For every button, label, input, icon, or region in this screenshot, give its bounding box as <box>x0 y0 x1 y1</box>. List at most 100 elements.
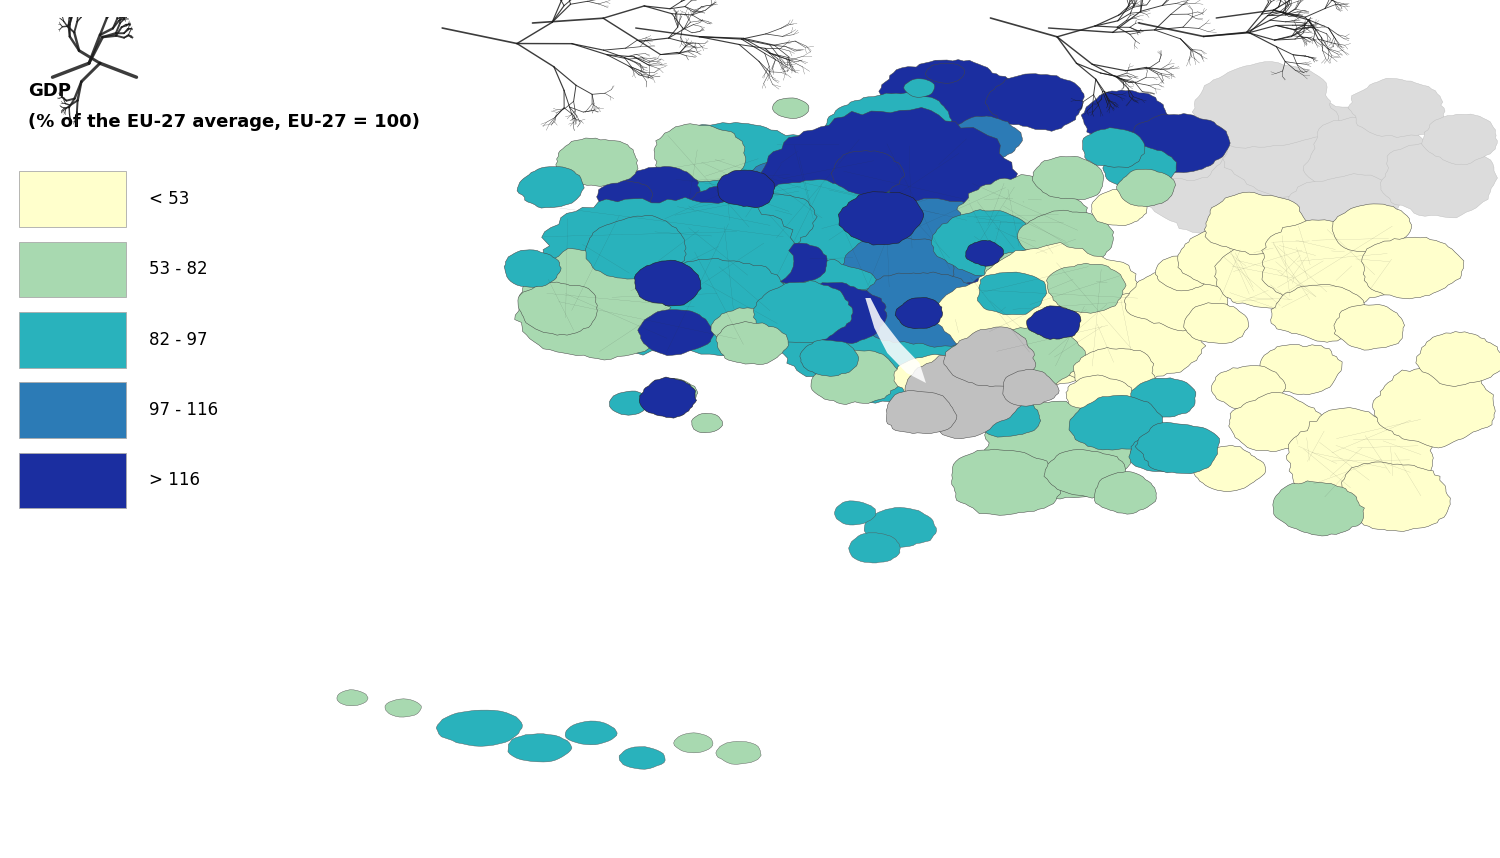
Polygon shape <box>894 354 969 402</box>
Polygon shape <box>1116 169 1176 207</box>
Polygon shape <box>896 298 942 329</box>
Polygon shape <box>865 298 926 383</box>
Polygon shape <box>504 250 561 287</box>
Polygon shape <box>932 209 1035 276</box>
Polygon shape <box>716 322 789 365</box>
Polygon shape <box>1270 284 1366 342</box>
Polygon shape <box>903 79 934 97</box>
Polygon shape <box>1124 266 1228 331</box>
Polygon shape <box>788 282 886 344</box>
Polygon shape <box>984 250 1060 293</box>
Polygon shape <box>712 194 818 254</box>
Polygon shape <box>1287 173 1400 242</box>
Polygon shape <box>1066 375 1136 420</box>
Polygon shape <box>609 391 648 415</box>
FancyBboxPatch shape <box>18 383 126 438</box>
Polygon shape <box>1262 220 1404 307</box>
Polygon shape <box>1204 192 1310 255</box>
Polygon shape <box>765 243 826 284</box>
Polygon shape <box>1047 263 1126 313</box>
Polygon shape <box>1124 117 1322 236</box>
Polygon shape <box>1286 408 1434 501</box>
Polygon shape <box>710 179 922 311</box>
Polygon shape <box>1082 90 1170 148</box>
Polygon shape <box>986 74 1084 131</box>
Polygon shape <box>800 340 858 377</box>
Polygon shape <box>879 59 1028 136</box>
Polygon shape <box>849 533 900 563</box>
Text: 53 - 82: 53 - 82 <box>148 261 207 278</box>
Polygon shape <box>536 197 795 356</box>
Polygon shape <box>1004 370 1059 406</box>
Polygon shape <box>518 282 597 335</box>
Polygon shape <box>1362 237 1464 299</box>
Polygon shape <box>966 328 1086 397</box>
Polygon shape <box>966 240 1004 266</box>
Polygon shape <box>944 327 1036 387</box>
Polygon shape <box>855 272 992 347</box>
Polygon shape <box>1130 378 1196 417</box>
Polygon shape <box>1094 471 1156 514</box>
Text: 82 - 97: 82 - 97 <box>148 331 207 348</box>
Polygon shape <box>951 450 1062 516</box>
Polygon shape <box>1334 305 1404 350</box>
Polygon shape <box>868 198 1023 287</box>
Polygon shape <box>717 170 774 208</box>
Polygon shape <box>831 151 904 196</box>
Polygon shape <box>1192 62 1341 148</box>
Polygon shape <box>976 398 1041 437</box>
Polygon shape <box>812 350 903 404</box>
Polygon shape <box>1044 450 1125 498</box>
Polygon shape <box>338 690 368 706</box>
Polygon shape <box>566 721 616 745</box>
Polygon shape <box>651 378 698 408</box>
Polygon shape <box>1258 345 1342 395</box>
Polygon shape <box>639 377 696 418</box>
Polygon shape <box>711 308 777 347</box>
Polygon shape <box>842 236 954 305</box>
Polygon shape <box>926 63 964 83</box>
Polygon shape <box>1332 204 1412 252</box>
Polygon shape <box>753 281 853 342</box>
Polygon shape <box>1341 462 1450 531</box>
Polygon shape <box>1155 255 1210 291</box>
Polygon shape <box>654 124 746 181</box>
Polygon shape <box>1142 129 1227 181</box>
Polygon shape <box>1050 292 1206 385</box>
Polygon shape <box>1136 422 1220 474</box>
Text: < 53: < 53 <box>148 190 189 208</box>
Polygon shape <box>772 98 808 118</box>
Polygon shape <box>1274 480 1365 536</box>
Polygon shape <box>1191 445 1266 492</box>
Polygon shape <box>682 186 768 238</box>
FancyBboxPatch shape <box>18 242 126 297</box>
Polygon shape <box>638 310 714 356</box>
Polygon shape <box>662 123 836 234</box>
Polygon shape <box>1416 331 1500 386</box>
Polygon shape <box>622 166 701 211</box>
Polygon shape <box>1102 147 1176 190</box>
Text: (% of the EU-27 average, EU-27 = 100): (% of the EU-27 average, EU-27 = 100) <box>28 113 420 131</box>
Polygon shape <box>1304 117 1442 196</box>
Polygon shape <box>736 160 842 226</box>
Polygon shape <box>663 258 792 337</box>
Text: > 116: > 116 <box>148 472 200 489</box>
Polygon shape <box>864 507 936 547</box>
Polygon shape <box>1125 113 1230 173</box>
Polygon shape <box>1092 190 1148 226</box>
Polygon shape <box>825 93 952 158</box>
Polygon shape <box>1074 347 1155 399</box>
Polygon shape <box>936 243 1152 386</box>
Text: GDP: GDP <box>28 82 70 100</box>
Polygon shape <box>1215 244 1323 311</box>
FancyBboxPatch shape <box>18 453 126 508</box>
Polygon shape <box>620 746 664 770</box>
Polygon shape <box>1178 229 1270 287</box>
Polygon shape <box>1212 366 1286 411</box>
Polygon shape <box>834 501 876 525</box>
Text: 97 - 116: 97 - 116 <box>148 402 217 419</box>
Polygon shape <box>778 283 981 403</box>
Polygon shape <box>1372 366 1496 448</box>
Polygon shape <box>839 191 924 245</box>
Polygon shape <box>1017 210 1113 269</box>
